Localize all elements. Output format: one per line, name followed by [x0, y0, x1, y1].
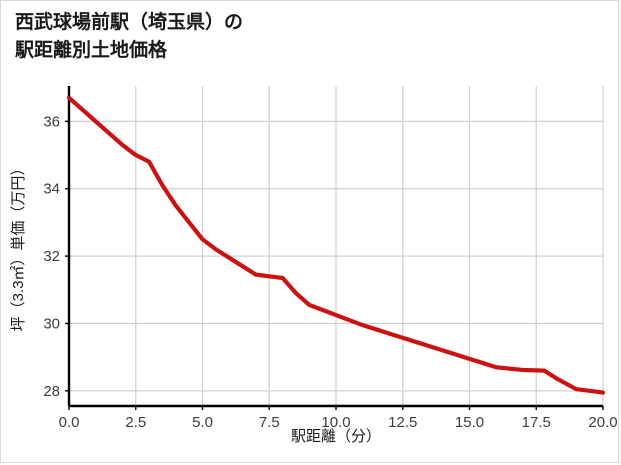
x-tick-label: 0.0 [59, 414, 80, 431]
x-tick-label: 10.0 [321, 414, 350, 431]
y-tick-label: 34 [43, 181, 60, 198]
x-axis-title: 駅距離（分） [291, 427, 381, 445]
y-tick-label: 36 [43, 113, 60, 130]
x-tick-label: 15.0 [455, 414, 484, 431]
x-tick-label: 20.0 [588, 414, 617, 431]
chart-title-line2: 駅距離別土地価格 [15, 39, 168, 61]
y-axis-title: 坪（3.3㎡）単価（万円） [10, 161, 27, 332]
x-tick-label: 7.5 [259, 414, 280, 431]
x-tick-label: 5.0 [192, 414, 213, 431]
y-tick-label: 32 [43, 248, 60, 265]
chart-title: 西武球場前駅（埼玉県）の 駅距離別土地価格 [15, 9, 243, 64]
x-tick-label: 17.5 [522, 414, 551, 431]
gridlines-group [68, 86, 604, 406]
chart-title-line1: 西武球場前駅（埼玉県）の [15, 12, 244, 33]
data-line-series [66, 95, 606, 395]
x-tick-label: 2.5 [125, 414, 146, 431]
x-tick-label: 12.5 [388, 414, 417, 431]
y-tick-group: 28 30 32 34 36 [43, 113, 69, 400]
y-tick-label: 28 [43, 383, 60, 400]
y-tick-label: 30 [43, 315, 60, 332]
